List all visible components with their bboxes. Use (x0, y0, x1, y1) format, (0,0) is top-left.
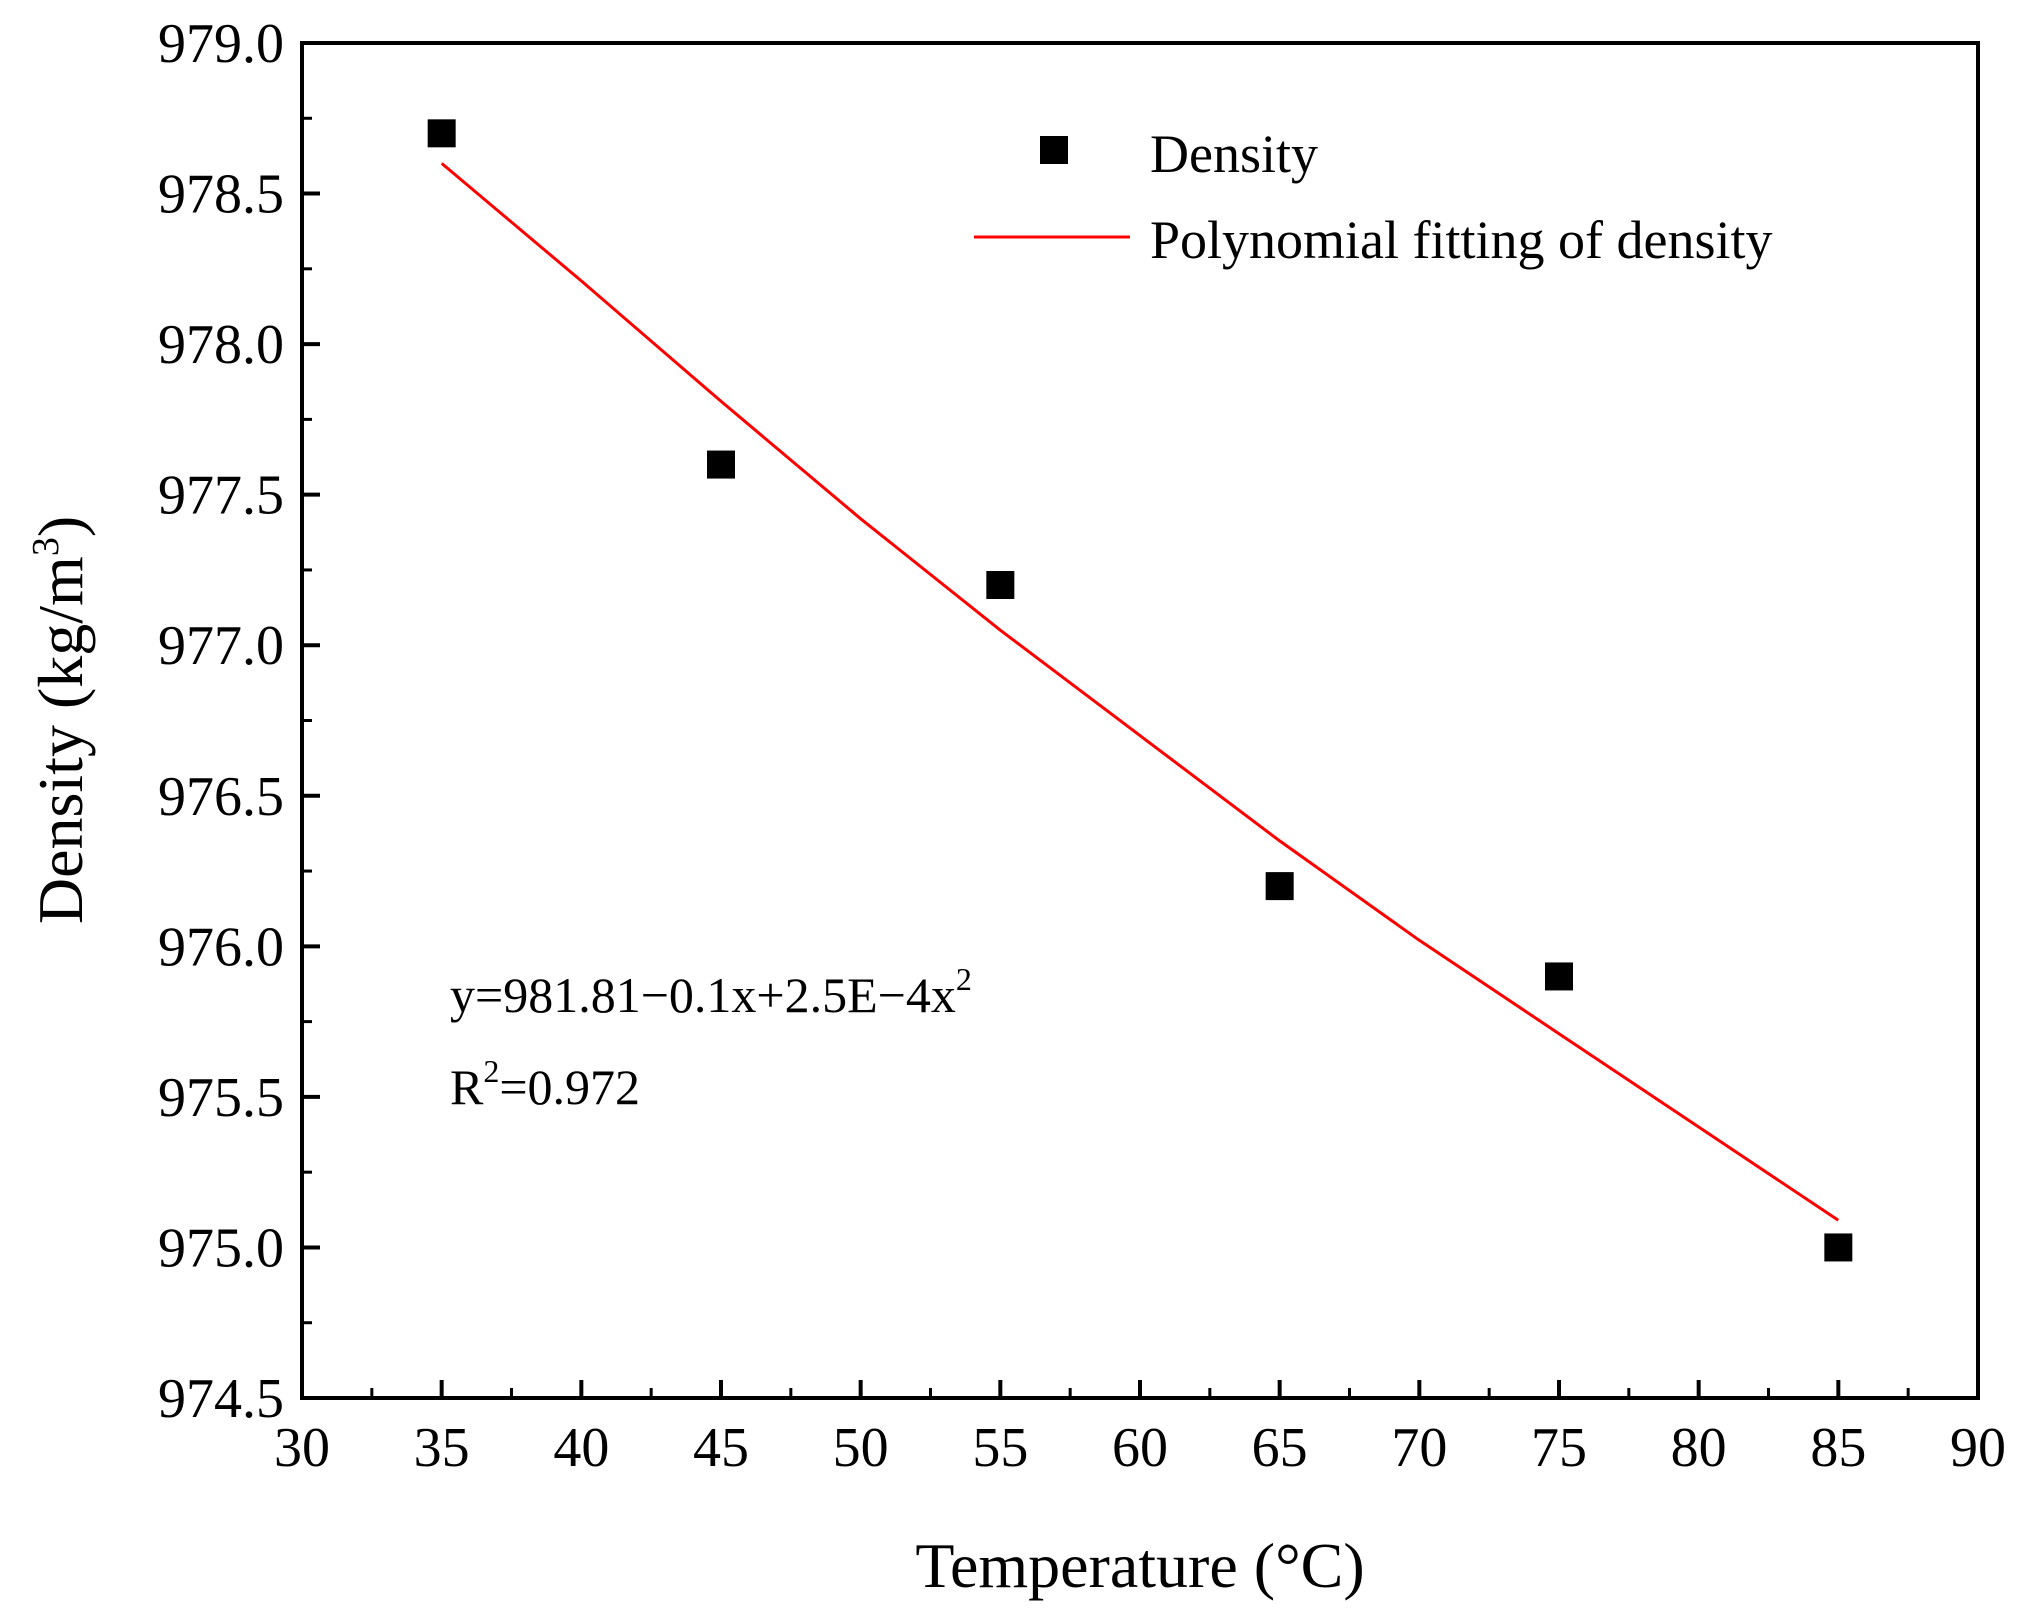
legend-density-label: Density (1150, 124, 1318, 184)
y-tick-label: 978.0 (158, 314, 284, 376)
x-tick-label: 35 (414, 1417, 470, 1479)
x-axis-title: Temperature (°C) (915, 1530, 1364, 1601)
y-axis-title-close: ) (25, 516, 96, 537)
y-tick-label: 975.5 (158, 1067, 284, 1129)
r-squared-sup: 2 (483, 1053, 499, 1089)
r-squared-value: =0.972 (499, 1059, 640, 1115)
r-squared: R2=0.972 (450, 1053, 640, 1115)
fit-equation: y=981.81−0.1x+2.5E−4x2 (450, 961, 972, 1023)
x-tick-label: 50 (833, 1417, 889, 1479)
y-tick-label: 977.5 (158, 465, 284, 527)
x-tick-label: 65 (1252, 1417, 1308, 1479)
density-points (427, 119, 1853, 1262)
y-tick-label: 974.5 (158, 1368, 284, 1430)
fit-equation-main: y=981.81−0.1x+2.5E−4x (450, 967, 956, 1023)
density-point (1545, 962, 1573, 991)
y-axis-title-sup: 3 (25, 537, 67, 556)
density-point (707, 450, 735, 479)
density-point (1265, 872, 1294, 901)
fit-line (440, 162, 1840, 1222)
axis-ticks (300, 41, 1980, 1400)
x-tick-label: 60 (1112, 1417, 1168, 1479)
density-point (1824, 1233, 1853, 1262)
y-axis-title-main: Density (kg/m (25, 556, 96, 924)
x-tick-label: 90 (1950, 1417, 2006, 1479)
x-tick-label: 30 (274, 1417, 330, 1479)
y-tick-label: 979.0 (158, 13, 284, 75)
y-tick-label: 976.5 (158, 766, 284, 828)
fit-equation-sup: 2 (956, 961, 972, 997)
x-tick-label: 85 (1810, 1417, 1866, 1479)
legend-fit-label: Polynomial fitting of density (1150, 210, 1772, 270)
y-tick-label: 976.0 (158, 916, 284, 978)
axis-tick-labels: 30 35 40 45 50 55 60 65 70 75 80 85 90 974.5 975.0 975.… (158, 13, 2006, 1479)
x-tick-label: 55 (972, 1417, 1028, 1479)
legend-density-marker (1040, 136, 1068, 164)
y-tick-label: 975.0 (158, 1217, 284, 1279)
density-point (986, 571, 1015, 599)
y-tick-label: 977.0 (158, 615, 284, 677)
x-tick-label: 45 (693, 1417, 749, 1479)
x-tick-label: 70 (1391, 1417, 1447, 1479)
x-tick-label: 75 (1531, 1417, 1587, 1479)
density-point (427, 119, 456, 148)
y-axis-title: Density (kg/m3) (25, 516, 96, 924)
legend: Density Polynomial fitting of density (974, 124, 1772, 270)
x-tick-label: 80 (1671, 1417, 1727, 1479)
r-squared-prefix: R (450, 1059, 484, 1115)
x-tick-label: 40 (553, 1417, 609, 1479)
y-tick-label: 978.5 (158, 164, 284, 226)
